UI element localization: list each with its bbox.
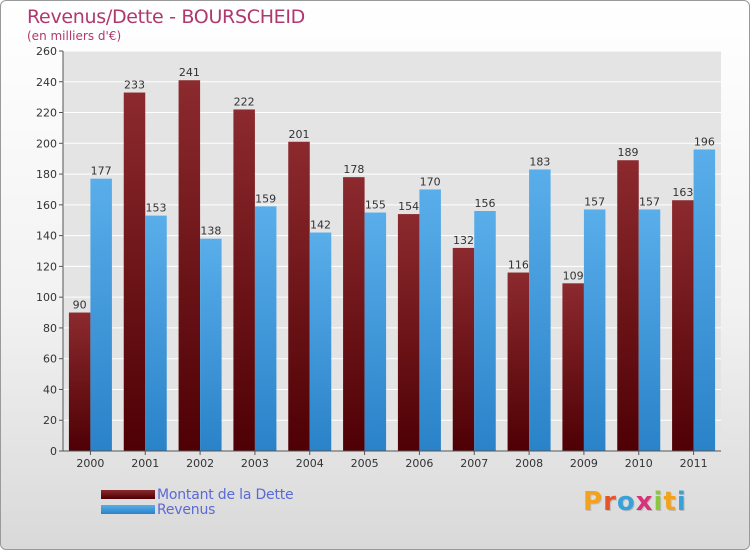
bar-dette	[562, 283, 584, 451]
y-axis-ticks: 0 20 40 60 80 100 120 140 160 180 200 220 240 260	[36, 45, 63, 458]
y-tick-label: 20	[43, 414, 57, 427]
logo-letter: P	[583, 487, 604, 517]
bar-dette	[178, 80, 201, 451]
plot-area	[63, 51, 721, 451]
x-tick-label: 2006	[405, 457, 433, 470]
x-tick-label: 2010	[625, 457, 653, 470]
x-axis-ticks: 2000 2001 2002 2003 2004 2005 2006 2007 2008 2009…	[76, 451, 708, 470]
bar-revenus	[693, 149, 716, 451]
logo-letter: o	[616, 487, 636, 517]
bar-dette	[397, 214, 420, 451]
value-label-dette: 90	[73, 299, 87, 312]
x-tick-label: 2008	[515, 457, 543, 470]
chart-subtitle: (en milliers d'€)	[27, 29, 122, 43]
value-label-revenus: 138	[200, 225, 221, 238]
legend-label-revenus: Revenus	[157, 501, 216, 518]
value-label-dette: 116	[508, 259, 529, 272]
y-tick-label: 220	[36, 107, 57, 120]
value-label-dette: 189	[618, 146, 639, 159]
bars: 90 177 233 153 241 138 222 159 201 142 178 155 15417…	[68, 66, 716, 452]
x-tick-label: 2002	[186, 457, 214, 470]
value-label-revenus: 157	[584, 195, 605, 208]
value-label-revenus: 177	[91, 165, 112, 178]
x-tick-label: 2007	[460, 457, 488, 470]
value-label-revenus: 196	[694, 135, 715, 148]
bar-revenus	[474, 211, 496, 451]
logo-letter: r	[603, 487, 617, 517]
gridlines	[63, 50, 721, 421]
chart-title: Revenus/Dette - BOURSCHEID	[27, 6, 306, 28]
value-label-revenus: 142	[310, 219, 331, 232]
bar-revenus	[583, 209, 606, 451]
bar-revenus	[309, 232, 332, 451]
bar-dette	[672, 200, 694, 451]
bar-revenus	[364, 212, 387, 451]
logo-letter: i	[676, 487, 687, 517]
bar-dette	[68, 312, 91, 451]
legend-label-dette: Montant de la Dette	[157, 486, 294, 503]
y-tick-label: 80	[43, 322, 57, 335]
bar-revenus	[90, 178, 112, 451]
y-tick-label: 0	[50, 445, 57, 458]
x-tick-label: 2004	[296, 457, 324, 470]
bar-dette	[288, 141, 310, 451]
y-tick-label: 100	[36, 291, 57, 304]
logo-letter: x	[635, 487, 654, 517]
axes	[62, 51, 721, 452]
bar-revenus	[254, 206, 277, 451]
logo-letter: t	[663, 487, 677, 517]
x-tick-label: 2011	[680, 457, 708, 470]
value-label-revenus: 159	[255, 192, 276, 205]
bar-dette	[452, 247, 475, 451]
value-label-dette: 132	[453, 234, 474, 247]
y-tick-label: 200	[36, 137, 57, 150]
x-tick-label: 2000	[76, 457, 104, 470]
legend-item-dette: Montant de la Dette	[101, 486, 294, 503]
value-label-dette: 154	[398, 200, 419, 213]
value-label-revenus: 183	[529, 155, 550, 168]
x-tick-label: 2003	[241, 457, 269, 470]
proxiti-logo: Proxiti	[583, 487, 687, 517]
bar-dette	[233, 109, 255, 451]
bar-revenus	[145, 215, 167, 451]
value-label-dette: 222	[234, 95, 255, 108]
y-tick-label: 160	[36, 199, 57, 212]
y-tick-label: 120	[36, 260, 57, 273]
y-tick-label: 40	[43, 383, 57, 396]
value-label-dette: 241	[179, 66, 200, 79]
y-tick-label: 60	[43, 353, 57, 366]
value-label-dette: 163	[672, 186, 693, 199]
bar-revenus	[529, 169, 551, 451]
legend-item-revenus: Revenus	[101, 501, 293, 518]
value-label-revenus: 155	[365, 199, 386, 212]
value-label-revenus: 157	[639, 195, 660, 208]
value-label-dette: 109	[563, 269, 584, 282]
value-label-dette: 178	[343, 163, 364, 176]
value-label-revenus: 153	[146, 202, 167, 215]
bar-revenus	[200, 238, 222, 451]
legend-swatch-revenus	[101, 505, 155, 514]
value-label-revenus: 156	[475, 197, 496, 210]
value-label-dette: 201	[289, 128, 310, 141]
bar-revenus	[419, 189, 441, 451]
legend-swatch-dette	[101, 490, 155, 499]
y-tick-label: 260	[36, 45, 57, 58]
value-label-revenus: 170	[420, 175, 441, 188]
bar-dette	[507, 272, 530, 451]
y-tick-label: 140	[36, 230, 57, 243]
bar-revenus	[638, 209, 661, 451]
x-tick-label: 2001	[131, 457, 159, 470]
x-tick-label: 2009	[570, 457, 598, 470]
y-tick-label: 180	[36, 168, 57, 181]
bar-dette	[343, 177, 365, 451]
legend: Montant de la Dette Revenus	[101, 486, 294, 518]
bar-dette	[617, 160, 639, 451]
value-label-dette: 233	[124, 79, 145, 92]
bar-dette	[123, 92, 146, 452]
x-tick-label: 2005	[351, 457, 379, 470]
y-tick-label: 240	[36, 76, 57, 89]
logo-letter: i	[653, 487, 664, 517]
